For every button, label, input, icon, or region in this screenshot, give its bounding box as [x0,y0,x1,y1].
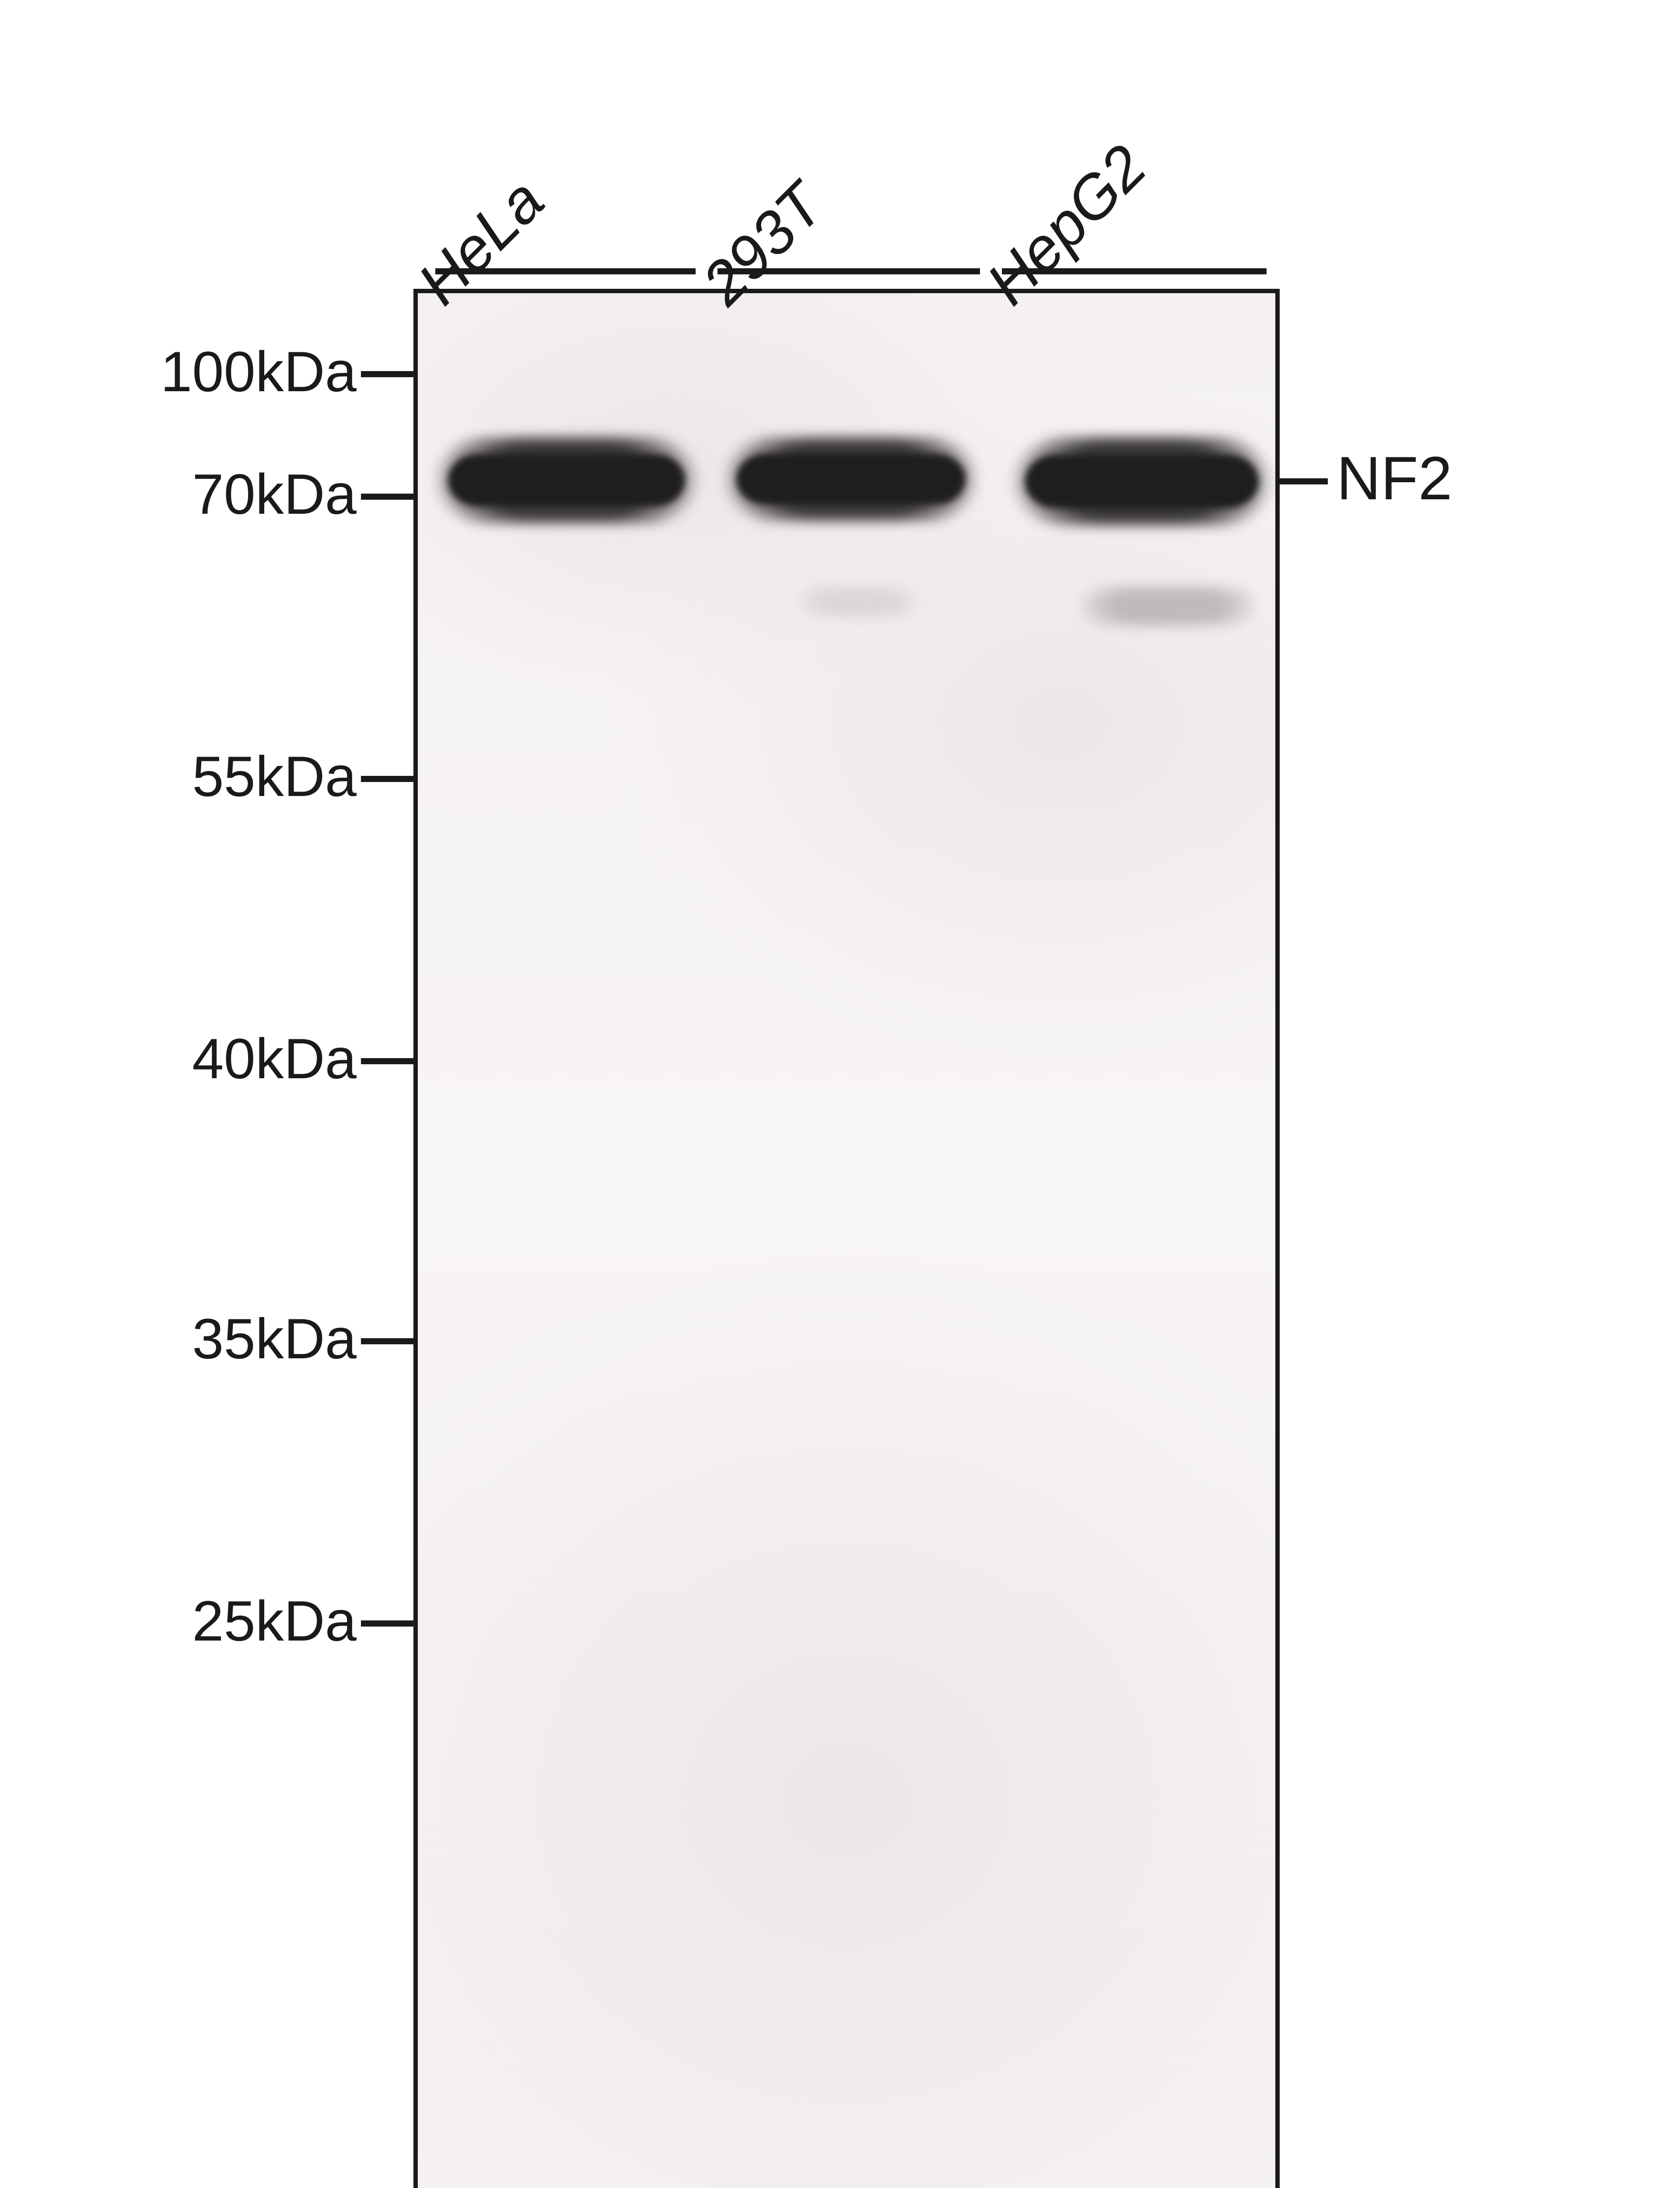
band-primary-core [1025,455,1259,508]
mw-tick [361,371,413,377]
mw-marker-label: 55kDa [192,748,357,805]
blot-membrane [413,289,1280,2188]
mw-tick [361,494,413,500]
target-protein-label: NF2 [1337,448,1452,509]
mw-marker-label: 25kDa [192,1592,357,1649]
western-blot-figure: HeLa293THepG2100kDa70kDa55kDa40kDa35kDa2… [0,0,1680,2188]
lane-label: HepG2 [976,134,1157,315]
band-primary-core [448,455,686,506]
band-secondary [796,586,919,617]
mw-tick [361,776,413,782]
mw-tick [361,1058,413,1064]
mw-marker-label: 40kDa [192,1030,357,1087]
band-secondary [1081,586,1256,626]
mw-tick [361,1620,413,1627]
mw-marker-label: 100kDa [161,343,357,400]
mw-marker-label: 70kDa [192,466,357,522]
band-primary-core [736,454,966,504]
membrane-background [418,293,1275,2188]
target-tick [1280,478,1328,484]
mw-tick [361,1338,413,1344]
mw-marker-label: 35kDa [192,1310,357,1367]
